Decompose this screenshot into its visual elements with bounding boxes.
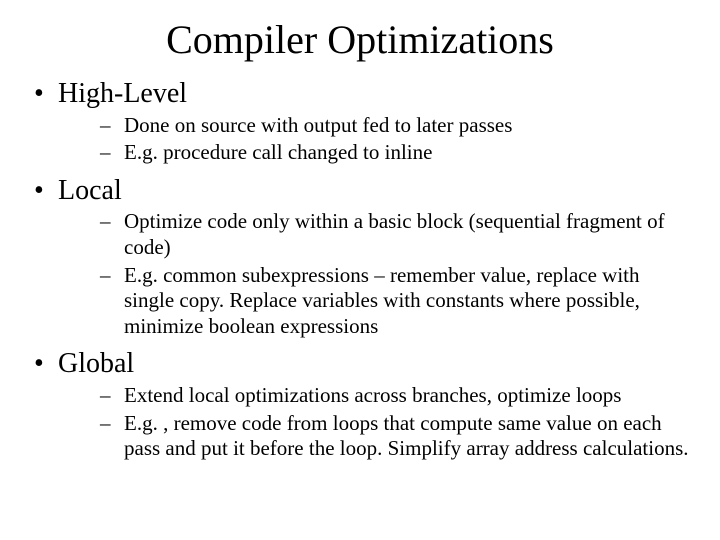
bullet-l1: Local Optimize code only within a basic …	[28, 174, 692, 340]
bullet-sublist: Optimize code only within a basic block …	[58, 209, 692, 339]
bullet-l1-label: Local	[58, 175, 122, 206]
bullet-l1: Global Extend local optimizations across…	[28, 347, 692, 461]
bullet-l2: Done on source with output fed to later …	[58, 113, 692, 139]
bullet-l1-label: Global	[58, 348, 134, 379]
bullet-l2: Extend local optimizations across branch…	[58, 383, 692, 409]
bullet-l2: Optimize code only within a basic block …	[58, 209, 692, 260]
bullet-l2: E.g. common subexpressions – remember va…	[58, 263, 692, 340]
bullet-l1: High-Level Done on source with output fe…	[28, 77, 692, 166]
bullet-l2: E.g. procedure call changed to inline	[58, 140, 692, 166]
bullet-sublist: Extend local optimizations across branch…	[58, 383, 692, 462]
bullet-l2: E.g. , remove code from loops that compu…	[58, 411, 692, 462]
bullet-l1-label: High-Level	[58, 78, 187, 109]
slide-title: Compiler Optimizations	[28, 16, 692, 63]
slide: Compiler Optimizations High-Level Done o…	[0, 0, 720, 540]
bullet-sublist: Done on source with output fed to later …	[58, 113, 692, 166]
bullet-list: High-Level Done on source with output fe…	[28, 77, 692, 462]
